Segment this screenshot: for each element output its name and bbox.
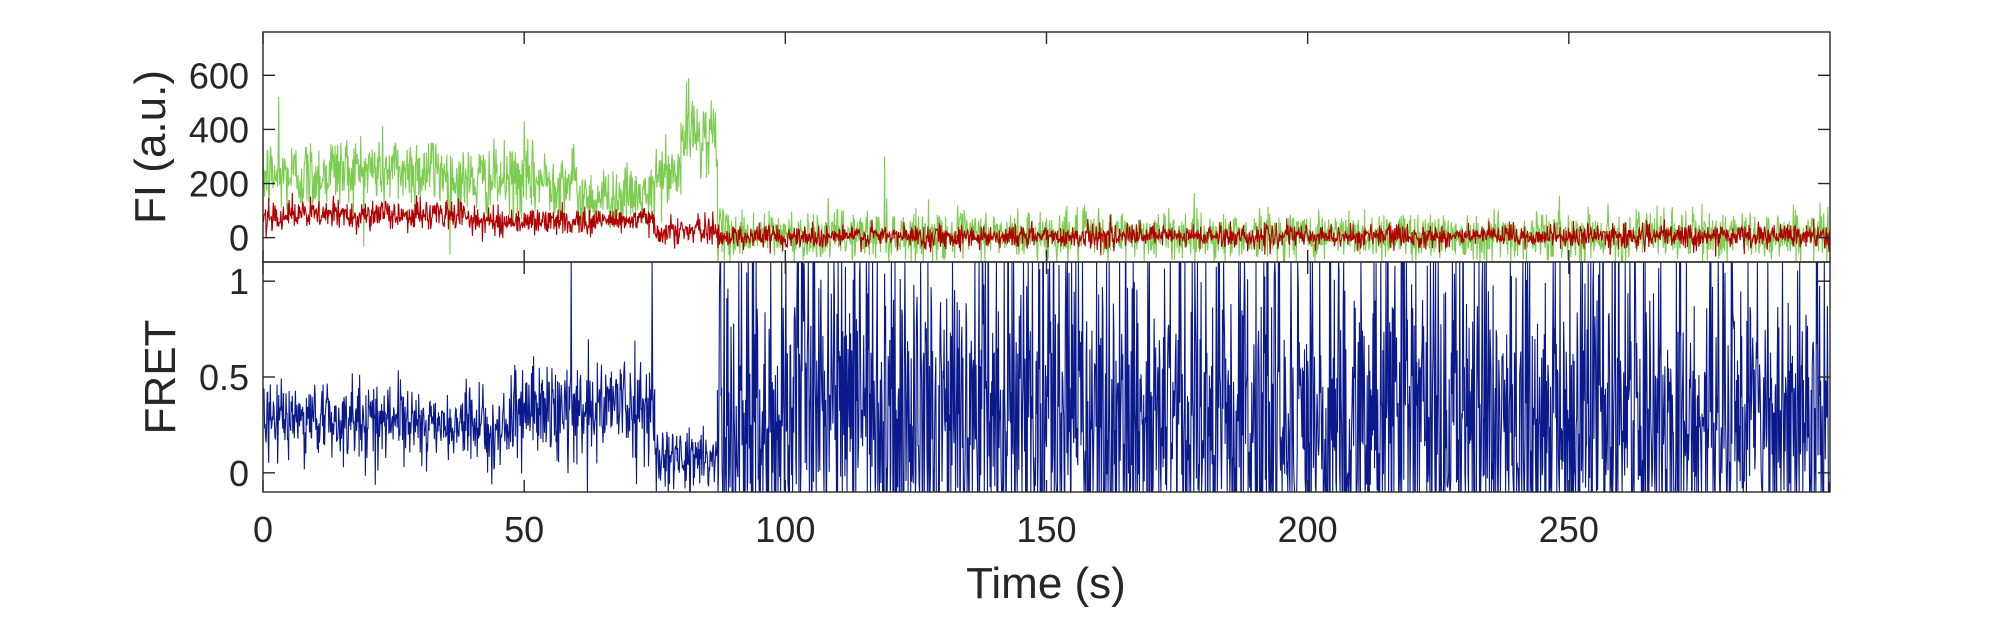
x-tick-label: 200 [1278, 509, 1338, 550]
x-tick-label: 150 [1016, 509, 1076, 550]
x-tick-label: 100 [755, 509, 815, 550]
y-tick-label: 0 [229, 453, 249, 494]
x-tick-label: 250 [1539, 509, 1599, 550]
y-tick-label: 400 [189, 109, 249, 150]
y-tick-label: 600 [189, 55, 249, 96]
x-tick-label: 50 [504, 509, 544, 550]
y-tick-label: 1 [229, 261, 249, 302]
x-tick-label: 0 [253, 509, 273, 550]
series-line-0-1 [263, 192, 1830, 257]
y-tick-label: 0.5 [199, 357, 249, 398]
fret-panel: 0 0.5 1 0 50 100 150 200 250 FRET Time (s) [136, 261, 1831, 608]
y-tick-label: 0 [229, 218, 249, 259]
y-tick-label: 200 [189, 164, 249, 205]
fluorescence-y-axis-title: FI (a.u.) [126, 70, 175, 224]
fluorescence-panel: 0 200 400 600 FI (a.u.) [126, 31, 1831, 263]
fret-y-axis-title: FRET [136, 320, 185, 435]
time-x-axis-title: Time (s) [966, 559, 1126, 608]
series-line-1-0 [263, 262, 1830, 492]
